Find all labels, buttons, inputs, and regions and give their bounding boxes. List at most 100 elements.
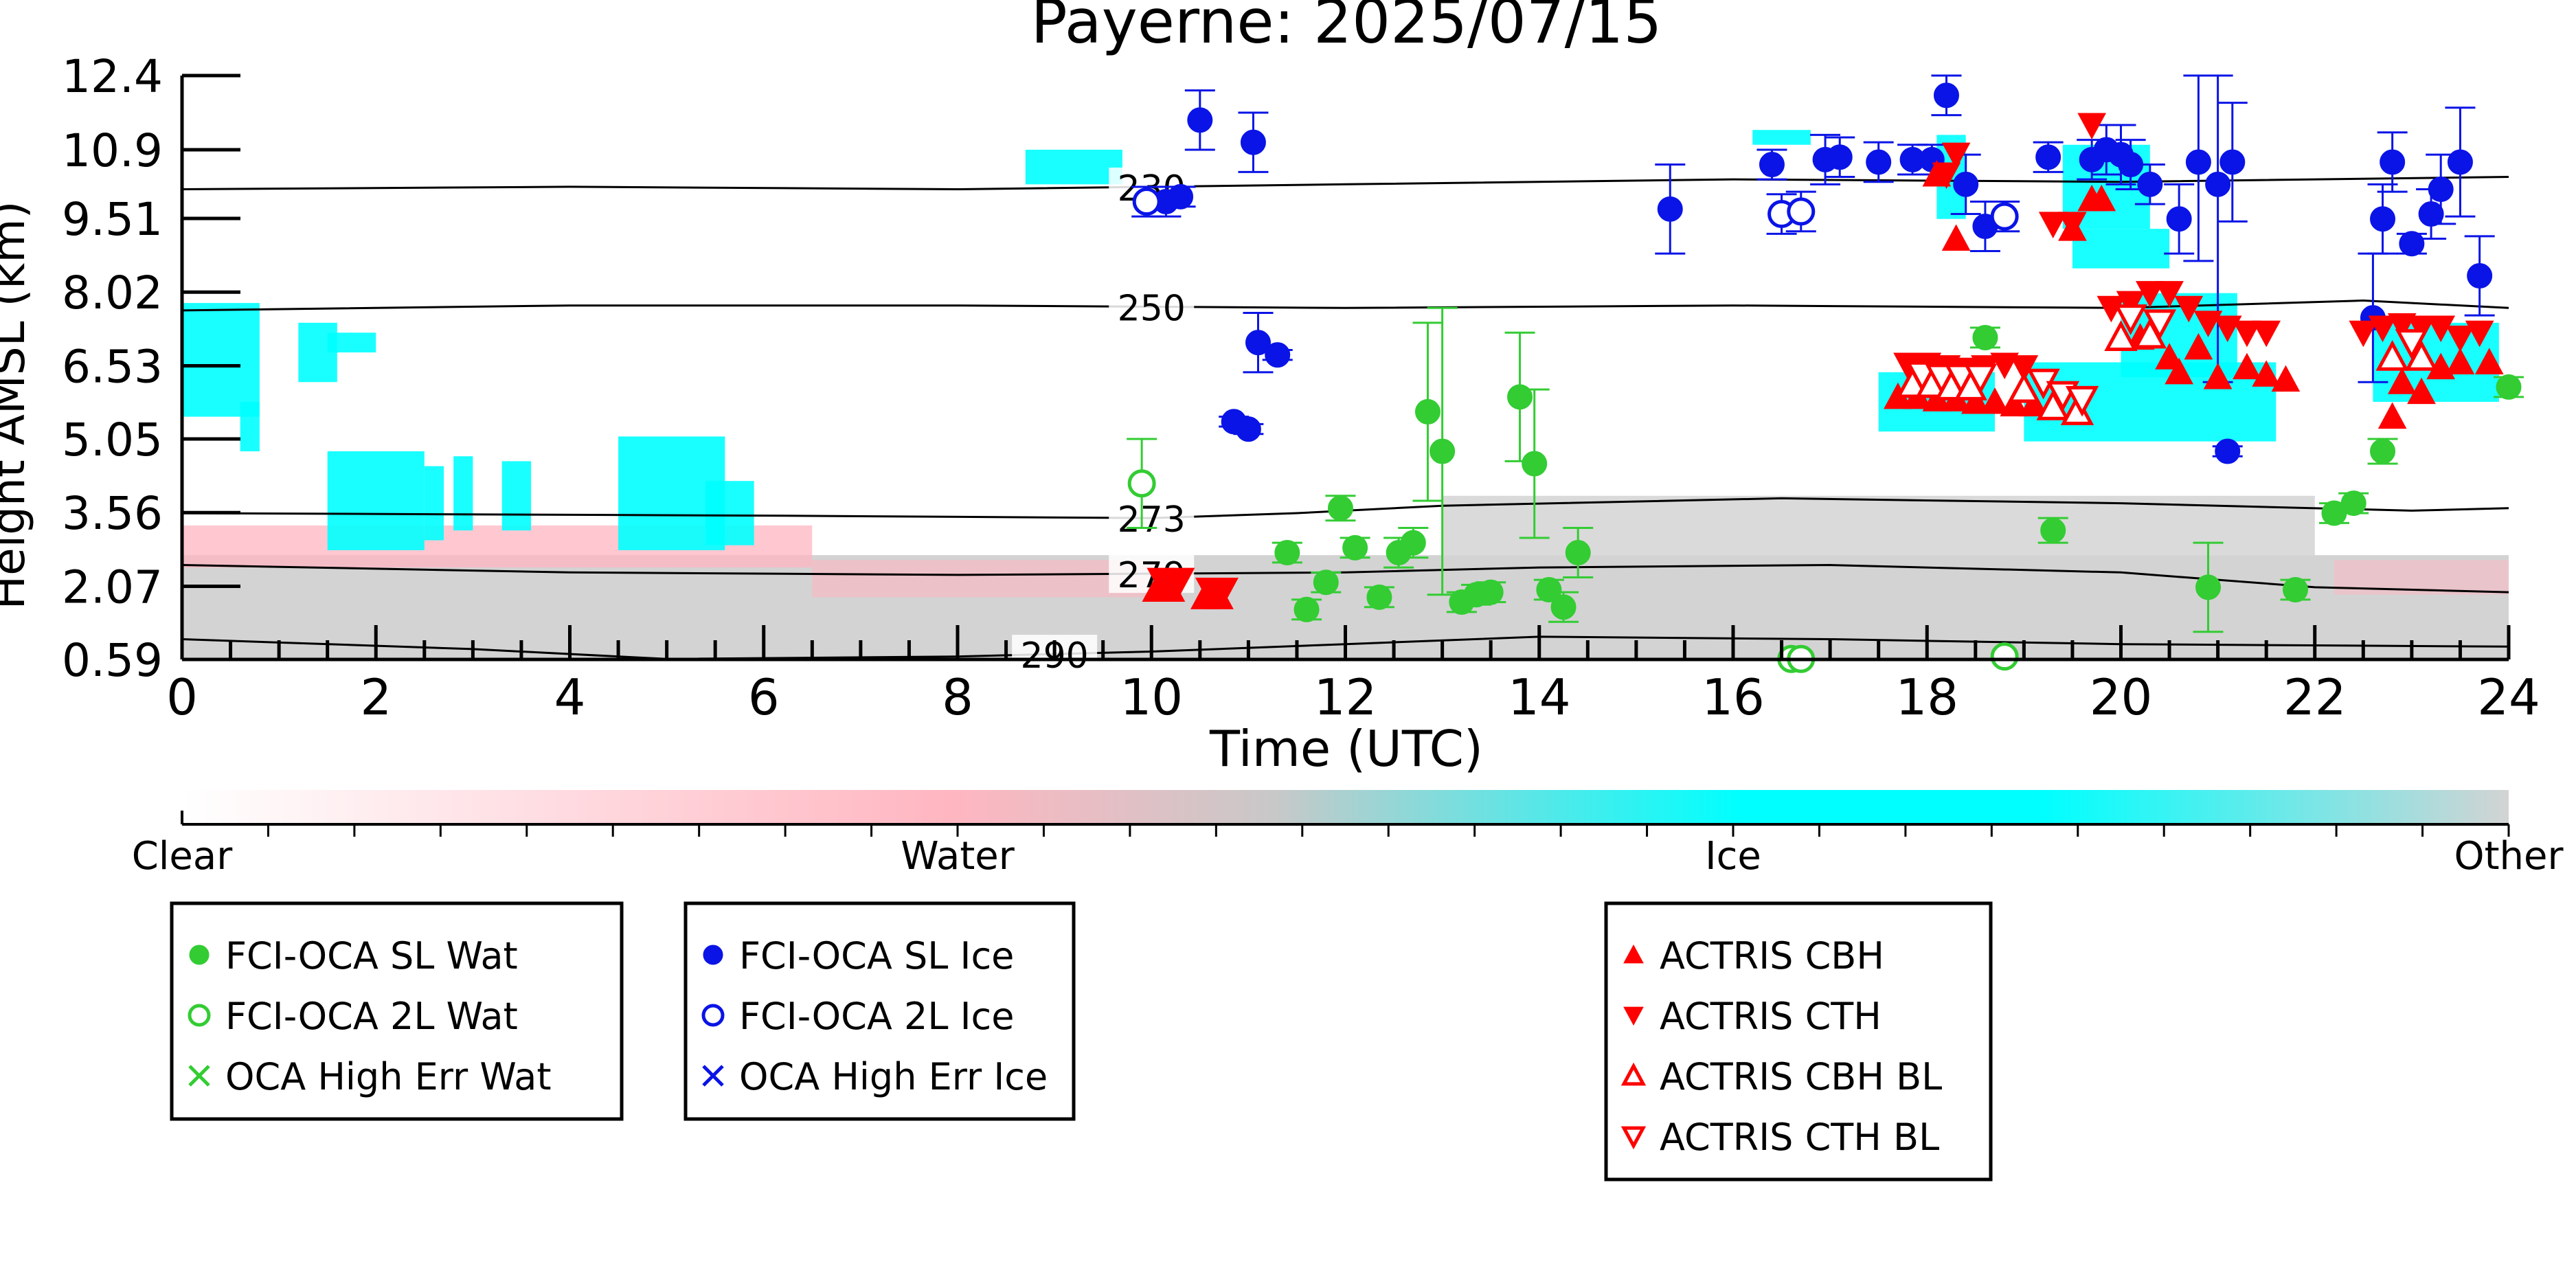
isotherm-label-bg <box>1109 287 1195 326</box>
x-tick-label: 10 <box>1120 668 1183 726</box>
data-point <box>2349 320 2378 348</box>
legend-marker <box>1623 1006 1644 1026</box>
legend-marker <box>1620 1126 1647 1150</box>
data-point <box>1866 149 1892 175</box>
legend-label: ACTRIS CTH BL <box>1660 1116 1939 1159</box>
colorbar-gradient <box>182 790 2509 824</box>
data-point <box>2399 231 2425 257</box>
data-point <box>2387 313 2417 340</box>
data-point <box>1953 171 1979 197</box>
x-tick-label: 8 <box>942 668 973 726</box>
data-point <box>2155 343 2184 370</box>
legend-label: FCI-OCA 2L Wat <box>225 995 518 1038</box>
data-point <box>1313 569 1339 596</box>
curtain-ice-patch <box>327 451 425 550</box>
data-point <box>1787 197 1816 226</box>
data-point <box>2233 352 2261 380</box>
y-axis-label: Height AMSL (km) <box>0 201 35 610</box>
legend-marker <box>188 1065 210 1087</box>
data-point <box>1963 363 1998 395</box>
data-point <box>2077 113 2106 140</box>
series-group <box>1146 113 2494 605</box>
data-point <box>1478 579 1504 605</box>
data-point <box>1980 387 2009 414</box>
data-point <box>2465 320 2494 348</box>
curtain-ice-patch <box>240 402 260 451</box>
data-point <box>1414 398 1440 425</box>
x-tick-label: 16 <box>1702 668 1765 726</box>
data-point <box>1550 594 1577 620</box>
data-point <box>2137 171 2163 197</box>
data-point <box>1972 324 1998 350</box>
colorbar-label: Clear <box>132 834 233 879</box>
data-point <box>2009 355 2039 382</box>
data-point <box>2185 149 2211 175</box>
data-point <box>1132 188 1161 216</box>
legends: FCI-OCA SL Wat FCI-OCA 2L Wat OCA High Err… <box>170 901 1993 1182</box>
data-point <box>1961 387 1990 414</box>
data-point <box>1536 577 1562 603</box>
legend-box <box>1604 901 1993 1182</box>
curtain-ice-patch <box>1752 130 1811 145</box>
data-point <box>1166 567 1195 595</box>
curtain-ice-patch <box>327 332 376 353</box>
data-point <box>1146 567 1176 595</box>
data-point <box>2065 385 2099 417</box>
data-point <box>2428 177 2454 203</box>
data-point <box>1240 129 1266 155</box>
curtain-ice-patch <box>2072 229 2170 269</box>
legend-marker <box>189 945 210 965</box>
legend-label: OCA High Err Ice <box>739 1055 1048 1098</box>
data-point <box>2418 201 2444 227</box>
data-point <box>2380 149 2406 175</box>
data-point <box>1990 642 2019 671</box>
x-tick-label: 6 <box>748 668 780 726</box>
x-tick-label: 12 <box>1314 668 1377 726</box>
legend-marker <box>701 1004 725 1027</box>
series-group <box>1272 306 2524 633</box>
isotherm-label-bg <box>1109 499 1195 538</box>
curtain-ice-patch <box>453 456 473 531</box>
isotherm-label: 250 <box>1118 288 1186 329</box>
data-point <box>2019 389 2048 417</box>
data-point <box>2165 357 2194 385</box>
curtain-ice-patch <box>501 461 532 531</box>
data-point <box>2104 320 2138 351</box>
data-point <box>1245 330 1271 356</box>
data-point <box>2000 389 2029 417</box>
series-group <box>1127 438 2019 673</box>
data-point <box>2195 574 2222 600</box>
data-point <box>2087 184 2116 212</box>
legend-marker <box>188 1004 211 1027</box>
data-point <box>2233 320 2261 348</box>
data-point <box>2155 281 2184 308</box>
isotherm-line <box>181 299 2509 312</box>
data-point <box>2375 339 2409 371</box>
data-point <box>2387 368 2417 394</box>
series-group <box>1151 74 2495 464</box>
y-tick-label: 0.59 <box>62 634 163 687</box>
isotherm-label: 273 <box>1118 499 1186 541</box>
data-point <box>2340 490 2366 517</box>
x-tick-label: 20 <box>2090 668 2153 726</box>
data-point <box>2166 206 2192 232</box>
data-point <box>1990 352 2019 380</box>
data-point <box>2205 171 2231 197</box>
data-point <box>2184 332 2213 360</box>
data-point <box>2445 325 2475 352</box>
x-tick-label: 24 <box>2477 668 2540 726</box>
data-point <box>1127 469 1156 498</box>
colorbar: Clear Water Ice Other <box>132 790 2564 879</box>
legend-label: FCI-OCA SL Wat <box>225 934 518 978</box>
colorbar-label: Water <box>901 834 1015 879</box>
classification-curtain <box>182 130 2509 659</box>
y-tick-label: 10.9 <box>62 124 163 177</box>
curtain-water-band <box>812 560 1152 598</box>
data-point <box>1941 224 1971 251</box>
data-point <box>1990 202 2019 231</box>
data-point <box>2038 212 2068 238</box>
data-point <box>1565 540 1591 566</box>
legend-label: ACTRIS CBH BL <box>1660 1055 1942 1098</box>
data-point <box>2143 309 2177 341</box>
